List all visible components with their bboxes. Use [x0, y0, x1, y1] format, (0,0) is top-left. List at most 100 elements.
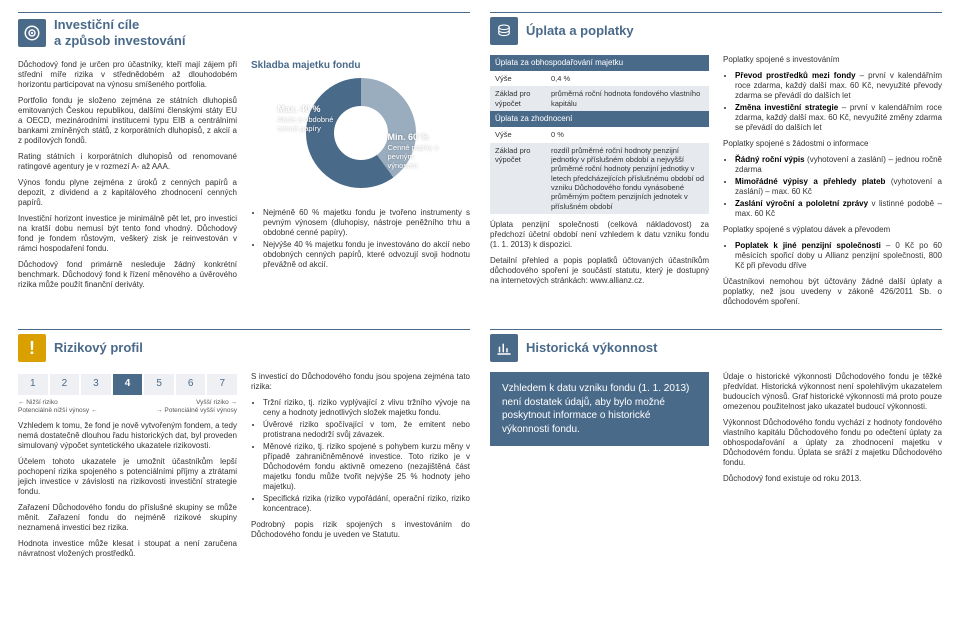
s1-b2: Nejvýše 40 % majetku fondu je investován…: [263, 240, 470, 270]
s1-b1: Nejméně 60 % majetku fondu je tvořeno in…: [263, 208, 470, 238]
rl-lb: Potenciálně nižší výnosy ←: [18, 407, 97, 415]
section1-title-l1: Investiční cíle: [54, 17, 139, 32]
risk-1: 1: [18, 374, 48, 395]
s3-p2: Účelem tohoto ukazatele je umožnit účast…: [18, 457, 237, 497]
s1-p5: Investiční horizont investice je minimál…: [18, 214, 237, 254]
donut-chart: Max. 40 % Akcie a obdobné cenné papíry M…: [276, 78, 446, 198]
s1-p2: Portfolio fondu je složeno zejména ze st…: [18, 96, 237, 146]
page-row-1: Investiční cíle a způsob investování Důc…: [18, 12, 942, 313]
rl-lt: ← Nižší riziko: [18, 399, 97, 407]
s2r-b1a: Převod prostředků mezi fondy: [735, 71, 856, 80]
s2r-b5a: Zaslání výroční a pololetní zprávy: [735, 199, 868, 208]
risk-2: 2: [50, 374, 80, 395]
donut-txt-1: Akcie a obdobné cenné papíry: [278, 115, 334, 133]
section1-header: Investiční cíle a způsob investování: [18, 12, 470, 50]
section3-header: ! Rizikový profil: [18, 329, 470, 362]
coins-icon: [490, 17, 518, 45]
ft-r3b: 0 %: [546, 127, 709, 142]
s2r-b2: Změna investiční strategie – první v kal…: [735, 103, 942, 133]
s2r-b6a: Poplatek k jiné penzijní společnosti: [735, 241, 881, 250]
s2r-p3: Účastníkovi nemohou být účtovány žádné d…: [723, 277, 942, 307]
risk-legend-left: ← Nižší riziko Potenciálně nižší výnosy …: [18, 399, 97, 415]
section2-title: Úplata a poplatky: [526, 23, 634, 39]
s2r-b3: Řádný roční výpis (vyhotovení a zaslání)…: [735, 155, 942, 175]
section3-body: 1 2 3 4 5 6 7 ← Nižší riziko Potenciálně…: [18, 372, 470, 565]
section4-right: Údaje o historické výkonnosti Důchodovéh…: [723, 372, 942, 490]
s2r-b3a: Řádný roční výpis: [735, 155, 805, 164]
warning-icon: !: [18, 334, 46, 362]
s3r-list: Tržní riziko, tj. riziko vyplývající z v…: [251, 398, 470, 514]
donut-pct-2: Min. 60 %: [388, 132, 444, 143]
s2-p2: Detailní přehled a popis poplatků účtova…: [490, 256, 709, 286]
section-fees: Úplata a poplatky Úplata za obhospodařov…: [490, 12, 942, 313]
section1-title: Investiční cíle a způsob investování: [54, 17, 185, 50]
s2r-list2: Řádný roční výpis (vyhotovení a zaslání)…: [723, 155, 942, 219]
donut-label-2: Min. 60 % Cenné papíry s pevným výnosem: [388, 132, 444, 170]
s3-p1: Vzhledem k tomu, že fond je nově vytvoře…: [18, 421, 237, 451]
ft-h2: Úplata za zhodnocení: [490, 111, 709, 127]
section4-body: Vzhledem k datu vzniku fondu (1. 1. 2013…: [490, 372, 942, 490]
s3r-b3: Měnové riziko, tj. riziko spojené s pohy…: [263, 442, 470, 492]
s4-p2: Výkonnost Důchodového fondu vychází z ho…: [723, 418, 942, 468]
s3r-intro: S investicí do Důchodového fondu jsou sp…: [251, 372, 470, 392]
s2r-h3: Poplatky spojené s výplatou dávek a přev…: [723, 225, 942, 235]
ft-r1b: 0,4 %: [546, 71, 709, 86]
s1-p6: Důchodový fond primárně nesleduje žádný …: [18, 260, 237, 290]
section2-right: Poplatky spojené s investováním Převod p…: [723, 55, 942, 313]
risk-scale: 1 2 3 4 5 6 7: [18, 374, 237, 395]
s2r-b5: Zaslání výroční a pololetní zprávy v lis…: [735, 199, 942, 219]
section3-right: S investicí do Důchodového fondu jsou sp…: [251, 372, 470, 565]
section3-left: 1 2 3 4 5 6 7 ← Nižší riziko Potenciálně…: [18, 372, 237, 565]
ft-r3a: Výše: [490, 127, 546, 142]
chart-icon: [490, 334, 518, 362]
s2r-h2: Poplatky spojené s žádostmi o informace: [723, 139, 942, 149]
s2r-list1: Převod prostředků mezi fondy – první v k…: [723, 71, 942, 133]
section-risk: ! Rizikový profil 1 2 3 4 5 6 7 ← Nižší …: [18, 329, 470, 565]
rl-rb: → Potenciálně vyšší výnosy: [156, 407, 237, 415]
risk-6: 6: [176, 374, 206, 395]
risk-legend: ← Nižší riziko Potenciálně nižší výnosy …: [18, 399, 237, 415]
s2-p1: Úplata penzijní společnosti (celková nák…: [490, 220, 709, 250]
section2-left: Úplata za obhospodařování majetku Výše0,…: [490, 55, 709, 313]
s4-p3: Důchodový fond existuje od roku 2013.: [723, 474, 942, 484]
s2r-list3: Poplatek k jiné penzijní společnosti – 0…: [723, 241, 942, 271]
s1-p1: Důchodový fond je určen pro účastníky, k…: [18, 60, 237, 90]
section-history: Historická výkonnost Vzhledem k datu vzn…: [490, 329, 942, 565]
history-note-box: Vzhledem k datu vzniku fondu (1. 1. 2013…: [490, 372, 709, 446]
s1-subhead: Skladba majetku fondu: [251, 60, 470, 73]
ft-r4b: rozdíl průměrné roční hodnoty penzijní j…: [546, 143, 709, 215]
donut-label-1: Max. 40 % Akcie a obdobné cenné papíry: [278, 104, 336, 133]
s2r-b6: Poplatek k jiné penzijní společnosti – 0…: [735, 241, 942, 271]
section1-right: Skladba majetku fondu Max. 40 % Akcie a …: [251, 60, 470, 296]
page-row-2: ! Rizikový profil 1 2 3 4 5 6 7 ← Nižší …: [18, 329, 942, 565]
risk-5: 5: [144, 374, 174, 395]
s1-bullets: Nejméně 60 % majetku fondu je tvořeno in…: [251, 208, 470, 270]
s2r-b4a: Mimořádné výpisy a přehledy plateb: [735, 177, 885, 186]
section2-header: Úplata a poplatky: [490, 12, 942, 45]
risk-4: 4: [113, 374, 143, 395]
section-invest-goals: Investiční cíle a způsob investování Důc…: [18, 12, 470, 313]
ft-r1a: Výše: [490, 71, 546, 86]
section4-left: Vzhledem k datu vzniku fondu (1. 1. 2013…: [490, 372, 709, 490]
section2-body: Úplata za obhospodařování majetku Výše0,…: [490, 55, 942, 313]
s3-p4: Hodnota investice může klesat i stoupat …: [18, 539, 237, 559]
s1-p3: Rating státních i korporátních dluhopisů…: [18, 152, 237, 172]
section1-body: Důchodový fond je určen pro účastníky, k…: [18, 60, 470, 296]
s2r-b4: Mimořádné výpisy a přehledy plateb (vyho…: [735, 177, 942, 197]
s2r-b2a: Změna investiční strategie: [735, 103, 838, 112]
s3r-p5: Podrobný popis rizik spojených s investo…: [251, 520, 470, 540]
ft-h1: Úplata za obhospodařování majetku: [490, 55, 709, 71]
risk-7: 7: [207, 374, 237, 395]
fees-table: Úplata za obhospodařování majetku Výše0,…: [490, 55, 709, 214]
s4-p1: Údaje o historické výkonnosti Důchodovéh…: [723, 372, 942, 412]
s3-p3: Zařazení Důchodového fondu do příslušné …: [18, 503, 237, 533]
s2r-h1: Poplatky spojené s investováním: [723, 55, 942, 65]
donut-txt-2: Cenné papíry s pevným výnosem: [388, 143, 439, 170]
ft-r2b: průměrná roční hodnota fondového vlastní…: [546, 86, 709, 111]
section4-header: Historická výkonnost: [490, 329, 942, 362]
section3-title: Rizikový profil: [54, 340, 143, 356]
target-icon: [18, 19, 46, 47]
s1-p4: Výnos fondu plyne zejména z úroků z cenn…: [18, 178, 237, 208]
ft-r2a: Základ pro výpočet: [490, 86, 546, 111]
section4-title: Historická výkonnost: [526, 340, 658, 356]
